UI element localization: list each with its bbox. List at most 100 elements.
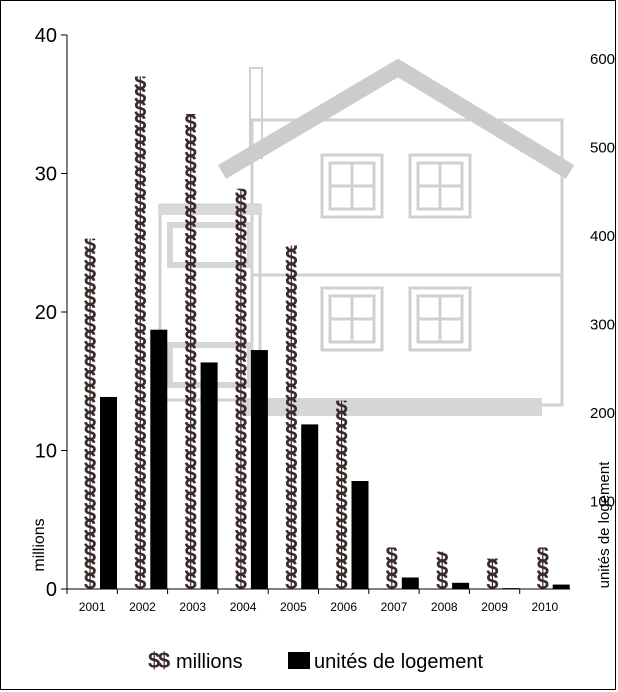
- dollar-glyph: $: [285, 502, 297, 527]
- dollar-glyph: $: [436, 569, 448, 594]
- dollar-glyph: $: [184, 529, 196, 554]
- dollar-glyph: $: [285, 475, 297, 500]
- dollar-glyph: $: [335, 569, 347, 594]
- dollar-glyph: $: [235, 488, 247, 513]
- dollar-glyph: $: [84, 529, 96, 554]
- dollar-glyph: $: [436, 542, 448, 567]
- dollar-glyph: $: [537, 569, 549, 594]
- dollar-glyph: $: [184, 151, 196, 176]
- dollar-glyph: $: [84, 569, 96, 594]
- dollar-glyph: $: [184, 502, 196, 527]
- dollar-glyph: $: [184, 569, 196, 594]
- x-tick-label: 2003: [179, 600, 206, 614]
- bar-units-2002: [150, 329, 168, 589]
- dollar-glyph: $: [235, 448, 247, 473]
- x-tick-label: 2007: [381, 600, 408, 614]
- x-tick-label: 2004: [230, 600, 257, 614]
- right-tick-label: 600: [590, 51, 615, 68]
- bar-millions-2001: $$$$$$$$$$$$$$$$$$$$$$$$$$$: [84, 239, 96, 594]
- dollar-glyph: $: [84, 353, 96, 378]
- dollar-glyph: $: [134, 353, 146, 378]
- dollar-glyph: $: [134, 299, 146, 324]
- dollar-glyph: $: [184, 556, 196, 581]
- dollar-glyph: $: [285, 245, 297, 270]
- dollar-glyph: $: [235, 218, 247, 243]
- x-tick-label: 2009: [481, 600, 508, 614]
- dollar-glyph: $: [285, 569, 297, 594]
- dollar-glyph: $: [134, 394, 146, 419]
- bar-millions-2003: $$$$$$$$$$$$$$$$$$$$$$$$$$$$$$$$$$$$$: [184, 83, 196, 594]
- legend-label-millions: millions: [176, 651, 243, 673]
- dollar-glyph: $: [84, 461, 96, 486]
- dollar-glyph: $: [335, 421, 347, 446]
- dollar-glyph: $: [235, 394, 247, 419]
- dollar-glyph: $: [235, 380, 247, 405]
- dollar-glyph: $: [134, 272, 146, 297]
- dollar-glyph: $: [184, 83, 196, 108]
- dollar-glyph: $: [386, 542, 398, 567]
- dollar-glyph: $: [84, 367, 96, 392]
- dollar-glyph: $: [184, 245, 196, 270]
- x-tick-label: 2002: [129, 600, 156, 614]
- dollar-glyph: $: [134, 434, 146, 459]
- dollar-glyph: $: [184, 191, 196, 216]
- dollar-glyph: $: [486, 529, 498, 554]
- dollar-glyph: $: [235, 542, 247, 567]
- dollar-glyph: $: [235, 326, 247, 351]
- dollar-glyph: $: [386, 529, 398, 554]
- dollar-glyph: $: [235, 529, 247, 554]
- bar-units-2003: [200, 362, 218, 589]
- dollar-glyph: $: [235, 461, 247, 486]
- left-tick-label: 30: [35, 164, 57, 186]
- dollar-glyph: $: [184, 205, 196, 230]
- dollar-glyph: $: [235, 259, 247, 284]
- dollar-glyph: $: [134, 488, 146, 513]
- dollar-glyph: $: [537, 529, 549, 554]
- x-tick-label: 2008: [431, 600, 458, 614]
- bar-millions-2004: $$$$$$$$$$$$$$$$$$$$$$$$$$$$$$$: [235, 189, 247, 589]
- dollar-glyph: $: [134, 137, 146, 162]
- dollar-glyph: $: [134, 542, 146, 567]
- dollar-glyph: $: [184, 475, 196, 500]
- left-axis-title: millions: [31, 518, 48, 571]
- legend-swatch-units: [288, 652, 310, 669]
- dollar-glyph: $: [184, 232, 196, 257]
- bars-layer: $$$$$$$$$$$$$$$$$$$$$$$$$$$$$$$$$$$$$$$$…: [84, 77, 570, 594]
- dollar-glyph: $: [84, 286, 96, 311]
- dollar-glyph: $: [184, 394, 196, 419]
- dollar-glyph: $: [184, 542, 196, 567]
- dollar-glyph: $: [537, 515, 549, 540]
- dollar-glyph: $: [134, 110, 146, 135]
- dollar-glyph: $: [235, 515, 247, 540]
- dollar-glyph: $: [285, 299, 297, 324]
- dollar-glyph: $: [84, 502, 96, 527]
- dollar-glyph: $: [335, 515, 347, 540]
- dollar-glyph: $: [335, 488, 347, 513]
- x-tick-label: 2005: [280, 600, 307, 614]
- dollar-glyph: $: [537, 542, 549, 567]
- dollar-glyph: $: [235, 502, 247, 527]
- bar-millions-2006: $$$$$$$$$$$$$$$: [335, 394, 347, 594]
- dollar-glyph: $: [184, 272, 196, 297]
- legend: $ $ millions unités de logement: [148, 648, 483, 673]
- dollar-glyph: $: [386, 515, 398, 540]
- dollar-glyph: $: [285, 353, 297, 378]
- bar-millions-2008: $$$$: [436, 542, 448, 594]
- dollar-glyph: $: [134, 178, 146, 203]
- dollar-glyph: $: [235, 191, 247, 216]
- dollar-glyph: $: [285, 367, 297, 392]
- dollar-glyph: $: [134, 232, 146, 257]
- dollar-glyph: $: [134, 421, 146, 446]
- dollar-glyph: $: [184, 299, 196, 324]
- dollar-glyph: $: [335, 394, 347, 419]
- dollar-glyph: $: [285, 407, 297, 432]
- legend-symbol-millions: $: [148, 648, 160, 673]
- legend-label-units: unités de logement: [314, 651, 483, 673]
- dollar-glyph: $: [184, 326, 196, 351]
- dollar-glyph: $: [235, 556, 247, 581]
- dollar-glyph: $: [184, 110, 196, 135]
- dollar-glyph: $: [184, 353, 196, 378]
- dollar-glyph: $: [285, 259, 297, 284]
- dollar-glyph: $: [134, 218, 146, 243]
